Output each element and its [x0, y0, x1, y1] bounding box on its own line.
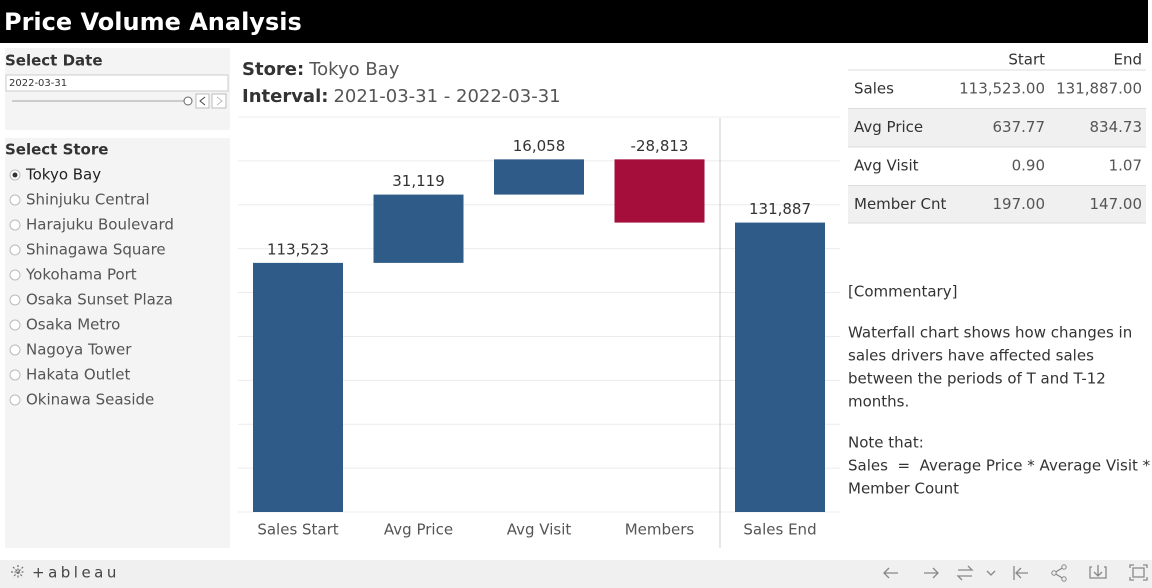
- table-row-label: Member Cnt: [854, 195, 946, 213]
- fullscreen-button[interactable]: [1129, 564, 1148, 581]
- table-cell: 1.07: [1109, 157, 1142, 175]
- radio-button[interactable]: [9, 294, 21, 306]
- date-input-value[interactable]: 2022-03-31: [9, 78, 67, 89]
- download-button[interactable]: [1089, 565, 1107, 579]
- footer-bar: [0, 560, 1152, 588]
- value-label: 131,887: [749, 200, 811, 218]
- x-tick-label: Members: [625, 521, 695, 539]
- x-tick-label: Sales Start: [257, 521, 338, 539]
- brand-logo: +ableau: [32, 564, 120, 582]
- store-option[interactable]: Shinjuku Central: [26, 191, 150, 209]
- store-option[interactable]: Tokyo Bay: [25, 166, 101, 184]
- x-tick-label: Avg Price: [384, 521, 453, 539]
- store-option[interactable]: Okinawa Seaside: [26, 391, 154, 409]
- radio-selected-dot: [12, 172, 18, 178]
- table-cell: 197.00: [993, 195, 1046, 213]
- store-option[interactable]: Hakata Outlet: [26, 366, 131, 384]
- store-option[interactable]: Harajuku Boulevard: [26, 216, 174, 234]
- share-node: [1051, 570, 1057, 576]
- store-option[interactable]: Nagoya Tower: [26, 341, 132, 359]
- share-node: [1061, 576, 1067, 582]
- table-cell: 147.00: [1090, 195, 1143, 213]
- share-node: [1061, 564, 1067, 570]
- commentary-line: Member Count: [848, 480, 959, 498]
- radio-button[interactable]: [9, 269, 21, 281]
- value-label: -28,813: [631, 137, 689, 155]
- table-row-label: Sales: [854, 80, 894, 98]
- brand-icon: [11, 565, 25, 579]
- store-panel: [5, 138, 230, 548]
- radio-button[interactable]: [9, 219, 21, 231]
- table-cell: 113,523.00: [959, 80, 1045, 98]
- store-option[interactable]: Yokohama Port: [25, 266, 137, 284]
- table-row: [848, 108, 1146, 147]
- table-row: [848, 147, 1146, 185]
- radio-button[interactable]: [9, 319, 21, 331]
- table-cell: 0.90: [1012, 157, 1045, 175]
- value-label: 16,058: [513, 137, 566, 155]
- undo-button[interactable]: [883, 567, 898, 579]
- table-row-label: Avg Price: [854, 118, 923, 136]
- table-cell: 637.77: [993, 118, 1046, 136]
- commentary-line: Note that:: [848, 434, 924, 452]
- commentary-line: Waterfall chart shows how changes in: [848, 324, 1132, 342]
- commentary-heading: [Commentary]: [848, 283, 957, 301]
- commentary-line: Sales = Average Price * Average Visit *: [848, 457, 1151, 475]
- date-next-button[interactable]: [211, 93, 227, 109]
- date-next-icon: [216, 96, 223, 106]
- header-bar: [0, 0, 1148, 43]
- commentary-line: sales drivers have affected sales: [848, 347, 1094, 365]
- radio-button[interactable]: [9, 244, 21, 256]
- waterfall-bar: [253, 262, 343, 512]
- table-cell: 131,887.00: [1056, 80, 1142, 98]
- x-tick-label: Avg Visit: [507, 521, 572, 539]
- commentary-line: months.: [848, 393, 909, 411]
- store-option[interactable]: Shinagawa Square: [26, 241, 166, 259]
- radio-button[interactable]: [9, 344, 21, 356]
- store-option[interactable]: Osaka Metro: [26, 316, 120, 334]
- date-filter-title: Select Date: [5, 52, 103, 70]
- radio-button[interactable]: [9, 194, 21, 206]
- table-column-header: End: [1113, 51, 1142, 69]
- table-row: [848, 70, 1146, 108]
- chart-subtitle: Interval: 2021-03-31 - 2022-03-31: [242, 86, 561, 107]
- date-prev-button[interactable]: [195, 93, 210, 109]
- waterfall-bar: [614, 159, 705, 223]
- subtitle-value: 2021-03-31 - 2022-03-31: [333, 86, 560, 107]
- page-title: Price Volume Analysis: [4, 8, 302, 36]
- subtitle-label: Store:: [242, 59, 304, 80]
- date-slider-handle[interactable]: [183, 96, 193, 106]
- redo-button[interactable]: [924, 567, 939, 579]
- waterfall-bar: [373, 194, 464, 263]
- radio-button[interactable]: [9, 369, 21, 381]
- store-filter-title: Select Store: [5, 141, 108, 159]
- table-cell: 834.73: [1090, 118, 1143, 136]
- value-label: 31,119: [392, 172, 445, 190]
- x-tick-label: Sales End: [743, 521, 816, 539]
- reset-button[interactable]: [1013, 566, 1028, 580]
- revert-button[interactable]: [956, 565, 996, 581]
- table-column-header: Start: [1008, 51, 1045, 69]
- table-row-label: Avg Visit: [854, 157, 919, 175]
- subtitle-label: Interval:: [242, 86, 328, 107]
- store-option[interactable]: Osaka Sunset Plaza: [26, 291, 173, 309]
- radio-button[interactable]: [9, 394, 21, 406]
- value-label: 113,523: [267, 240, 329, 258]
- commentary-line: between the periods of T and T-12: [848, 370, 1106, 388]
- date-input[interactable]: [5, 74, 229, 92]
- subtitle-value: Tokyo Bay: [308, 59, 399, 80]
- date-prev-icon: [199, 96, 206, 106]
- chart-subtitle: Store: Tokyo Bay: [242, 59, 400, 80]
- table-row: [848, 185, 1146, 224]
- waterfall-bar: [494, 159, 584, 195]
- waterfall-bar: [735, 222, 825, 512]
